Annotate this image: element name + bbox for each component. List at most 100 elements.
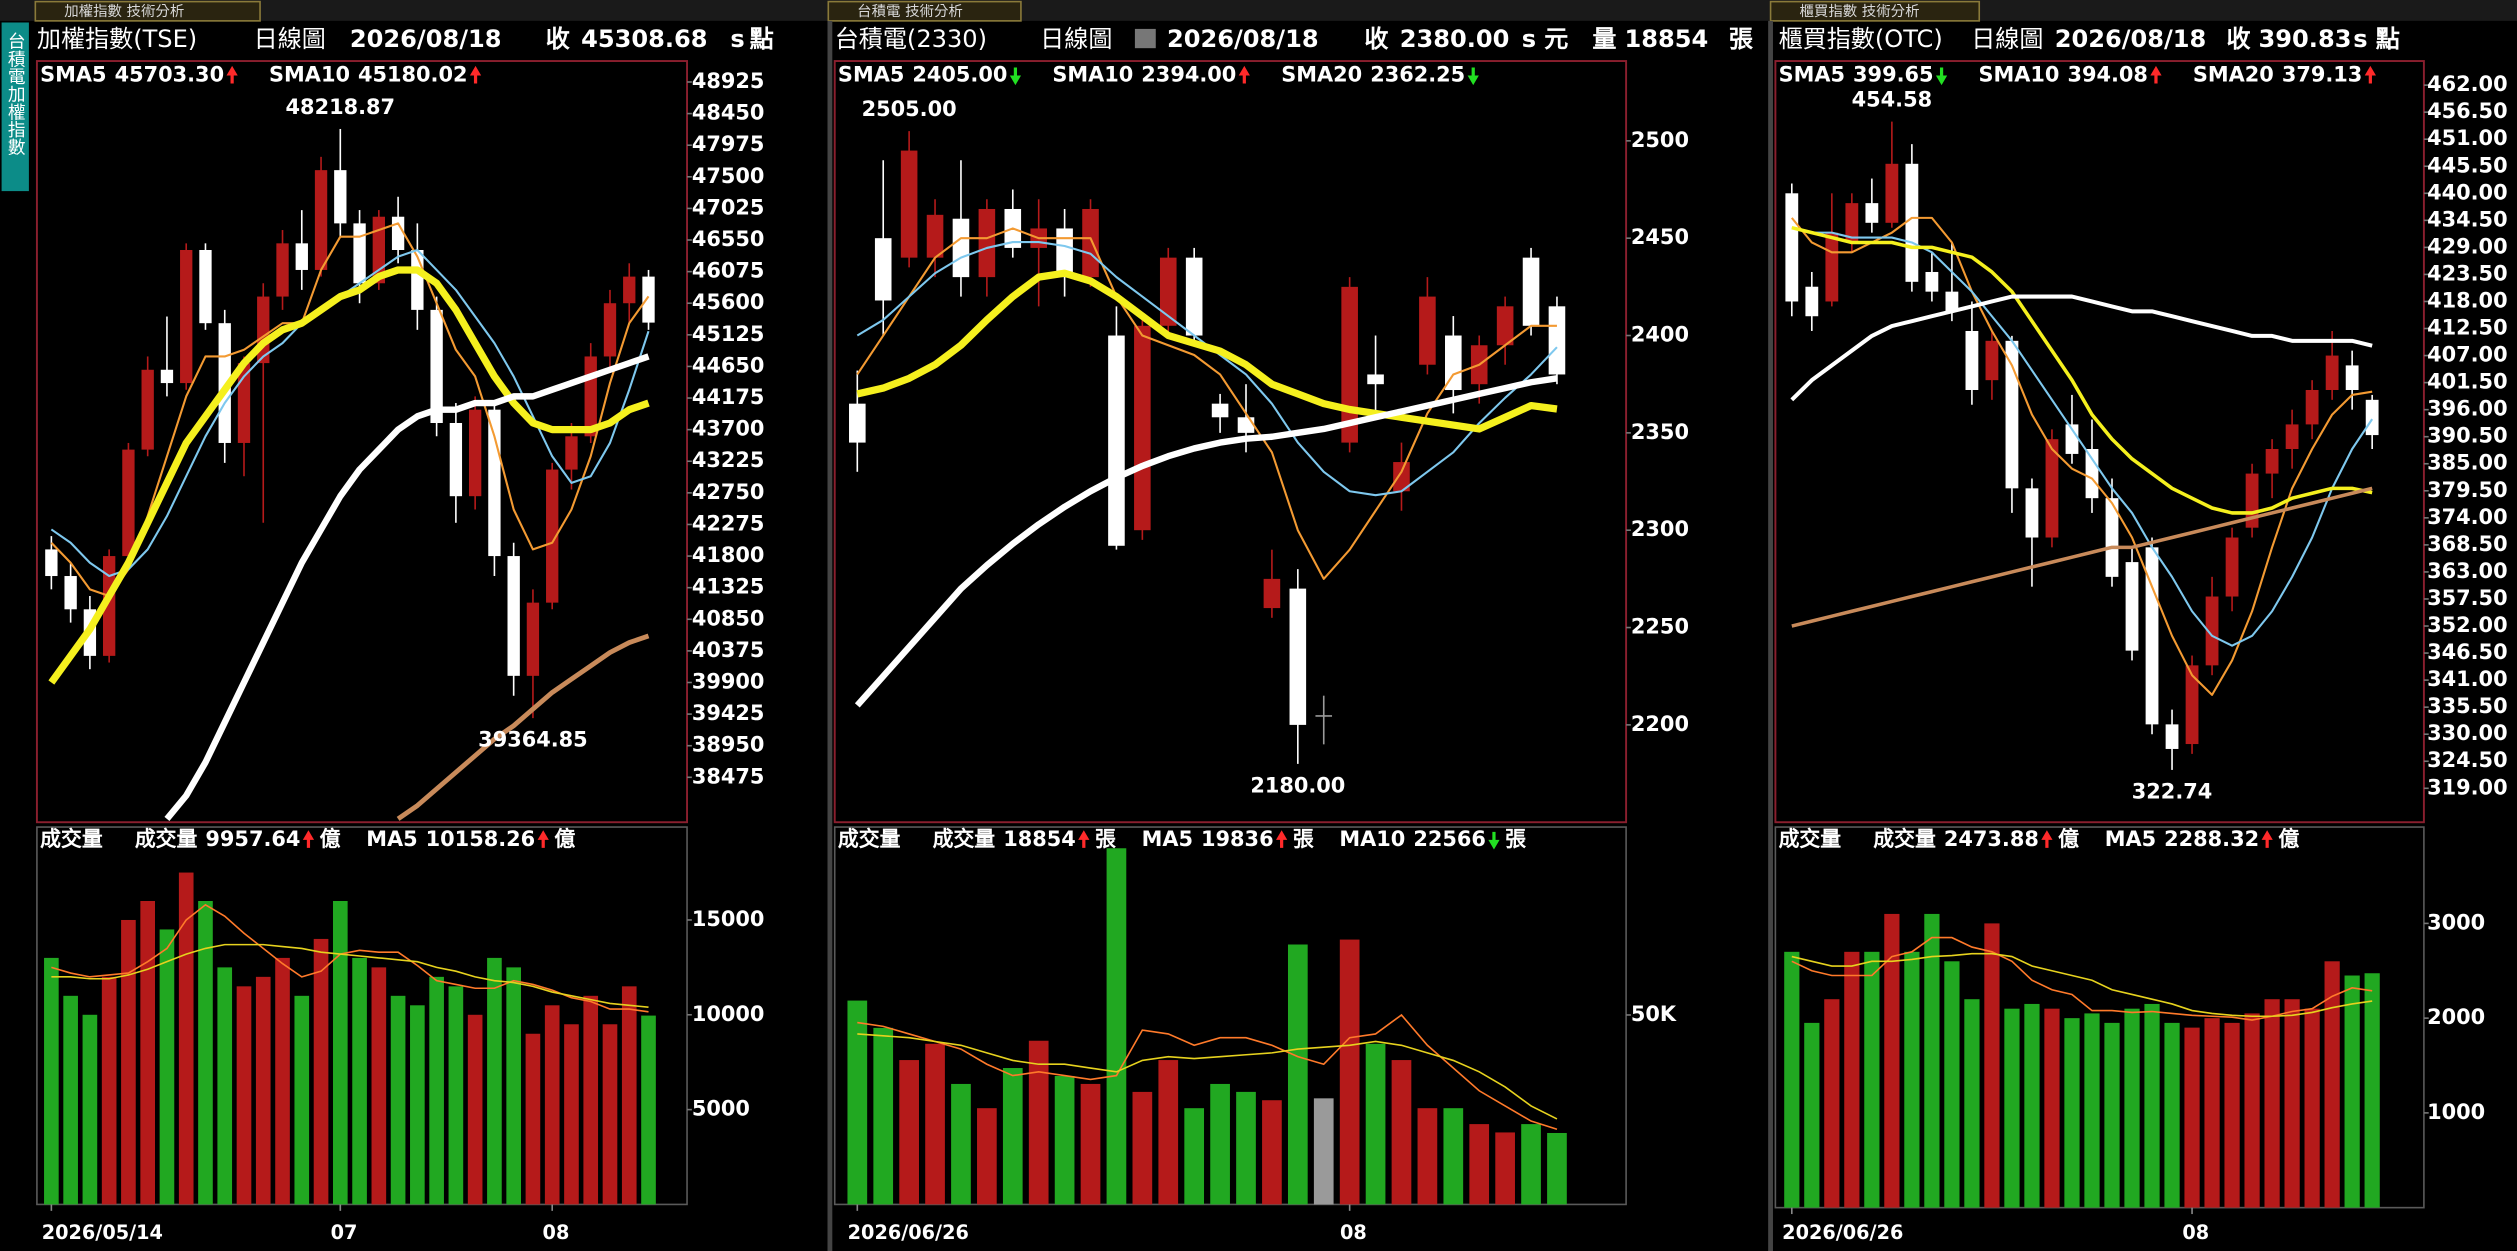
y-tick-label: 42750 — [692, 480, 765, 504]
volume-bar — [390, 995, 406, 1205]
y-tick-label: 401.50 — [2427, 370, 2507, 394]
tab[interactable] — [1769, 0, 1981, 22]
trend-arrow — [2150, 65, 2162, 84]
y-tick-label: 47025 — [692, 195, 765, 219]
volume-bar — [1784, 951, 1800, 1208]
header-text: 日線圖 — [1040, 25, 1112, 53]
legend-label: SMA10 — [269, 62, 350, 86]
volume-bar — [2044, 1008, 2060, 1208]
y-tick-label: 368.50 — [2427, 532, 2507, 556]
side-tab[interactable] — [1, 22, 29, 192]
volume-bar — [951, 1083, 971, 1205]
candle-body — [102, 556, 116, 656]
legend-label: MA10 — [1339, 827, 1405, 851]
y-tick-label: 40375 — [692, 638, 765, 662]
dropdown[interactable] — [1134, 28, 1156, 49]
candle-body — [314, 170, 328, 270]
volume-bar — [467, 1014, 483, 1205]
volume-bar — [2084, 1013, 2100, 1208]
candle-body — [642, 276, 655, 323]
header-text: 18854 — [1624, 25, 1708, 53]
y-tick-label: 46075 — [692, 259, 765, 283]
candle-body — [2325, 355, 2339, 390]
volume-bar — [2204, 1018, 2220, 1208]
y-tick-label: 50K — [1631, 1002, 1677, 1026]
legend-value: 2473.88 — [1944, 827, 2039, 851]
candle-body — [1134, 325, 1151, 531]
candle-body — [1496, 306, 1514, 346]
candle-body — [1108, 335, 1125, 546]
ma-line — [164, 353, 650, 821]
candle-body — [1185, 257, 1203, 336]
candle-body — [1865, 203, 1879, 223]
candle-body — [276, 243, 289, 297]
legend-value: 19836 — [1201, 827, 1274, 851]
ma-line — [856, 269, 1558, 433]
candle-body — [526, 602, 540, 676]
y-tick-label: 385.00 — [2427, 451, 2507, 475]
volume-bar — [255, 976, 271, 1205]
candle-body — [1289, 588, 1307, 725]
header-text: 點 — [2376, 25, 2400, 53]
tab[interactable] — [827, 0, 1022, 22]
candle-body — [2305, 389, 2319, 425]
header-text: s — [1522, 25, 1536, 53]
volume-ma-line — [1791, 952, 2373, 1018]
y-tick-label: 374.00 — [2427, 505, 2507, 529]
y-tick-label: 47500 — [692, 164, 765, 188]
volume-bar — [1964, 999, 1980, 1208]
volume-bar — [2184, 1027, 2200, 1208]
legend-value: 9957.64 — [205, 827, 300, 851]
volume-bar — [544, 1005, 560, 1205]
y-tick-label: 46550 — [692, 227, 765, 251]
volume-bar — [847, 1000, 868, 1205]
legend-value: 379.13 — [2282, 62, 2362, 86]
volume-bar — [429, 976, 444, 1205]
candle-body — [2285, 424, 2299, 449]
volume-bar — [1132, 1091, 1153, 1205]
volume-bar — [564, 1024, 579, 1205]
candle-body — [978, 208, 996, 278]
volume-bar — [217, 967, 233, 1205]
y-tick-label: 47975 — [692, 132, 765, 156]
candle-body — [1965, 330, 1979, 390]
candle-body — [2225, 537, 2239, 597]
candle-body — [2005, 340, 2019, 489]
volume-bar — [925, 1043, 945, 1205]
trend-arrow — [1935, 67, 1948, 86]
volume-bar — [236, 986, 252, 1205]
legend-value: 2288.32 — [2164, 827, 2259, 851]
header-text: 收 — [546, 25, 570, 53]
volume-bar — [1028, 1040, 1049, 1205]
y-tick-label: 440.00 — [2427, 180, 2507, 204]
volume-bar — [2124, 1008, 2140, 1208]
tab[interactable] — [34, 0, 261, 22]
y-tick-label: 2400 — [1631, 323, 1689, 347]
candle-body — [2265, 448, 2279, 474]
volume-bar — [294, 995, 310, 1205]
volume-bar — [1365, 1043, 1386, 1205]
volume-bar — [1210, 1083, 1230, 1205]
candle-body — [926, 214, 944, 258]
candle-body — [1237, 417, 1255, 433]
volume-bar — [159, 929, 175, 1205]
low-label: 2180.00 — [1250, 773, 1345, 797]
volume-bar — [1002, 1068, 1023, 1205]
price-frame — [35, 60, 689, 824]
header-text: 量 — [1592, 25, 1616, 53]
trend-arrow — [1238, 65, 1250, 84]
candle-body — [2065, 424, 2079, 454]
volume-bar — [487, 957, 502, 1205]
volume-bar — [1262, 1100, 1282, 1205]
volume-bar — [1984, 923, 2000, 1208]
candle-body — [295, 243, 308, 270]
y-tick-label: 456.50 — [2427, 99, 2507, 123]
trend-arrow — [302, 830, 315, 848]
ma-line — [1791, 226, 2373, 515]
volume-bar — [1495, 1132, 1515, 1205]
legend-label: 成交量 — [135, 827, 198, 851]
y-tick-label: 407.00 — [2427, 343, 2507, 367]
volume-bar — [2104, 1022, 2120, 1208]
y-tick-label: 45600 — [692, 290, 765, 314]
volume-bar — [121, 919, 136, 1205]
